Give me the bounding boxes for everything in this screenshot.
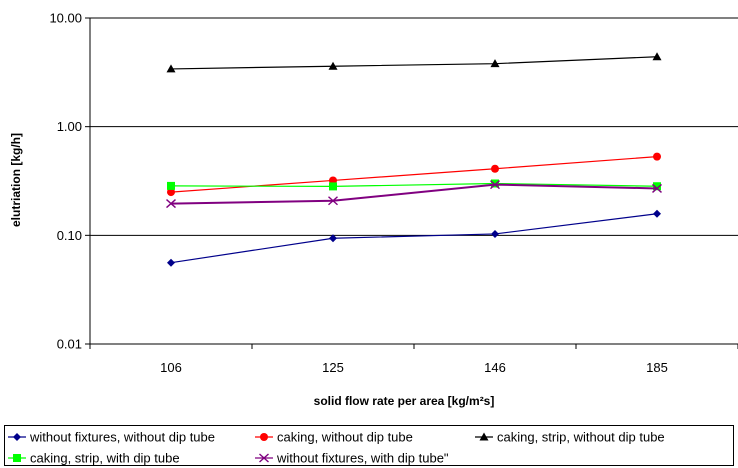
- data-point: [328, 196, 338, 206]
- data-point: [490, 180, 500, 190]
- x-tick-label: 185: [646, 360, 668, 375]
- legend-label: without fixtures, with dip tube": [276, 451, 449, 466]
- series-line: [170, 182, 658, 188]
- series-1: [167, 152, 661, 197]
- data-point: [328, 61, 338, 70]
- legend-item: caking, strip, without dip tube: [475, 430, 665, 445]
- data-point: [491, 179, 499, 188]
- data-point: [653, 152, 661, 161]
- x-tick-label: 106: [160, 360, 182, 375]
- data-point: [653, 209, 661, 218]
- data-point: [167, 258, 175, 267]
- data-point: [652, 52, 662, 61]
- series-line: [170, 56, 658, 70]
- data-point: [329, 234, 337, 243]
- series-layer: [166, 52, 662, 267]
- y-axis-title: elutriation [kg/h]: [9, 133, 23, 227]
- legend-marker: [259, 453, 269, 463]
- legend-box: [4, 425, 734, 466]
- data-point: [166, 64, 176, 73]
- x-tick-label: 125: [322, 360, 344, 375]
- y-tick-labels: 0.01 0.10 1.00 10.00: [49, 11, 82, 352]
- legend-label: caking, strip, without dip tube: [497, 430, 665, 445]
- legend-marker: [479, 432, 489, 441]
- legend-item: caking, strip, with dip tube: [8, 451, 180, 466]
- legend-label: caking, strip, with dip tube: [30, 451, 180, 466]
- y-tick-label: 0.01: [57, 337, 82, 352]
- data-point: [652, 183, 662, 193]
- data-point: [329, 182, 337, 191]
- data-point: [491, 229, 499, 238]
- series-line: [170, 183, 658, 205]
- legend-marker: [260, 433, 268, 441]
- data-point: [491, 164, 499, 173]
- legend-item: caking, without dip tube: [255, 430, 413, 445]
- legend-item: without fixtures, with dip tube": [255, 451, 449, 466]
- axes: [85, 17, 738, 349]
- x-tick-labels: 106 125 146 185: [160, 360, 668, 375]
- y-tick-label: 10.00: [49, 11, 82, 26]
- series-2: [166, 52, 662, 73]
- data-point: [490, 59, 500, 68]
- legend: without fixtures, without dip tube caking…: [4, 425, 734, 466]
- series-3: [167, 179, 661, 191]
- y-tick-label: 0.10: [57, 228, 82, 243]
- legend-marker: [13, 454, 21, 462]
- series-line: [170, 213, 658, 264]
- legend-marker: [13, 433, 21, 441]
- data-point: [167, 181, 175, 190]
- legend-label: without fixtures, without dip tube: [29, 430, 215, 445]
- series-0: [167, 209, 661, 267]
- legend-label: caking, without dip tube: [277, 430, 413, 445]
- y-tick-label: 1.00: [57, 119, 82, 134]
- data-point: [653, 182, 661, 191]
- x-axis-title: solid flow rate per area [kg/m²s]: [314, 394, 495, 408]
- data-point: [166, 199, 176, 209]
- x-tick-label: 146: [484, 360, 506, 375]
- legend-item: without fixtures, without dip tube: [8, 430, 215, 445]
- series-4: [166, 180, 662, 209]
- gridlines: [90, 17, 738, 345]
- data-point: [167, 188, 175, 197]
